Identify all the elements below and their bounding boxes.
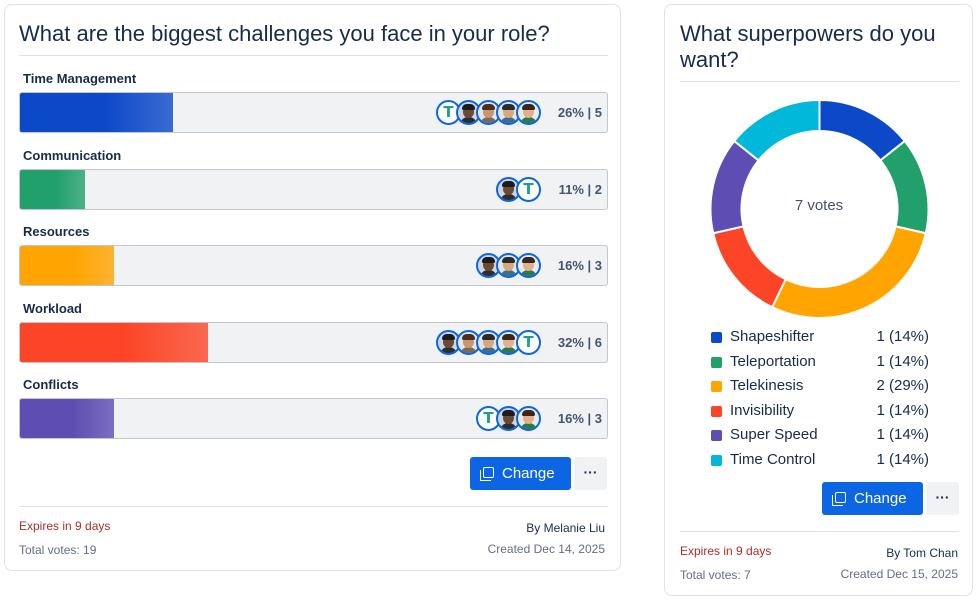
donut-slice-telekinesis[interactable] — [770, 225, 927, 319]
legend-label: Teleportation — [730, 352, 816, 370]
footer-divider — [19, 506, 608, 507]
author-text: By Tom Chan — [886, 546, 958, 560]
avatar[interactable] — [516, 253, 541, 278]
more-options-button[interactable]: ··· — [574, 457, 607, 490]
donut-center-label: 7 votes — [794, 197, 844, 214]
legend-value: 1 (14%) — [876, 450, 929, 468]
legend-item: Telekinesis 2 (29%) — [711, 376, 929, 401]
title-divider — [19, 55, 608, 56]
donut-slice-invisibility[interactable] — [712, 225, 787, 309]
donut-chart — [709, 98, 930, 319]
legend-label: Telekinesis — [730, 377, 804, 394]
voter-avatars[interactable]: T — [496, 176, 541, 202]
option-label: Conflicts — [23, 377, 79, 392]
team-logo-avatar[interactable]: T — [476, 406, 501, 431]
legend-label: Super Speed — [730, 426, 818, 443]
legend-swatch — [711, 430, 722, 441]
option-stat: 32% | 6 — [557, 334, 602, 350]
legend-value: 1 (14%) — [876, 401, 929, 419]
team-logo-avatar[interactable]: T — [516, 329, 541, 355]
donut-slice-time-control[interactable] — [732, 98, 821, 162]
legend-item: Super Speed 1 (14%) — [711, 425, 929, 450]
option-stat: 16% | 3 — [557, 258, 602, 273]
chart-legend: Shapeshifter 1 (14%) Teleportation 1 (14%) T… — [711, 327, 929, 474]
created-date-text: Created Dec 14, 2025 — [487, 542, 605, 556]
poll-question-title: What are the biggest challenges you face… — [19, 21, 550, 46]
option-label: Communication — [23, 147, 122, 163]
legend-value: 1 (14%) — [876, 352, 929, 370]
option-bar-fill — [20, 169, 85, 209]
change-vote-button[interactable]: Change — [470, 457, 571, 490]
avatar[interactable] — [456, 329, 481, 355]
legend-label: Time Control — [730, 450, 816, 468]
footer-divider — [680, 531, 959, 532]
option-bar-fill — [20, 322, 209, 362]
legend-item: Shapeshifter 1 (14%) — [711, 327, 929, 352]
legend-swatch — [711, 454, 722, 466]
option-bar-fill — [20, 399, 115, 438]
change-vote-button[interactable]: Change — [822, 482, 923, 515]
legend-item: Teleportation 1 (14%) — [711, 352, 929, 377]
donut-slice-teleportation[interactable] — [879, 139, 930, 235]
copy-icon — [832, 491, 846, 506]
option-label: Time Management — [23, 71, 137, 86]
change-button-label: Change — [854, 490, 907, 507]
legend-label: Shapeshifter — [730, 328, 815, 345]
voter-avatars[interactable] — [476, 253, 541, 278]
avatar[interactable] — [496, 253, 521, 278]
option-bar[interactable]: T 26% | 5 — [19, 92, 608, 133]
option-stat: 11% | 2 — [558, 181, 602, 197]
option-bar-fill — [20, 93, 174, 132]
poll-card-superpowers: What superpowers do you want? 7 votes Sh… — [664, 4, 973, 596]
total-votes-text: Total votes: 7 — [680, 568, 751, 582]
legend-swatch — [711, 332, 722, 343]
voter-avatars[interactable]: T — [436, 100, 541, 125]
option-bar[interactable]: T 11% | 2 — [19, 168, 608, 210]
option-stat: 16% | 3 — [557, 411, 602, 426]
legend-value: 2 (29%) — [876, 377, 929, 394]
avatar[interactable] — [516, 406, 541, 431]
team-logo-avatar[interactable]: T — [516, 176, 541, 202]
expiry-text: Expires in 9 days — [680, 544, 772, 558]
voter-avatars[interactable]: T — [476, 406, 541, 431]
legend-value: 1 (14%) — [876, 426, 929, 443]
poll-card-challenges: What are the biggest challenges you face… — [4, 4, 621, 571]
legend-value: 1 (14%) — [876, 328, 929, 345]
copy-icon — [480, 466, 494, 481]
option-label: Workload — [23, 300, 82, 316]
more-options-button[interactable]: ··· — [926, 482, 959, 515]
title-divider — [680, 81, 959, 82]
legend-swatch — [711, 356, 722, 368]
total-votes-text: Total votes: 19 — [19, 543, 97, 557]
option-bar[interactable]: T 32% | 6 — [19, 321, 608, 363]
legend-item: Invisibility 1 (14%) — [711, 401, 929, 426]
option-stat: 26% | 5 — [557, 105, 602, 120]
legend-item: Time Control 1 (14%) — [711, 450, 929, 475]
author-text: By Melanie Liu — [526, 521, 605, 535]
option-bar[interactable]: 16% | 3 — [19, 245, 608, 286]
created-date-text: Created Dec 15, 2025 — [840, 567, 958, 581]
expiry-text: Expires in 9 days — [19, 519, 111, 533]
legend-swatch — [711, 405, 722, 417]
avatar[interactable] — [516, 100, 541, 125]
option-label: Resources — [23, 224, 90, 239]
voter-avatars[interactable]: T — [436, 329, 541, 355]
option-bar[interactable]: T 16% | 3 — [19, 398, 608, 439]
poll-question-title: What superpowers do you want? — [680, 21, 936, 72]
option-bar-fill — [20, 246, 115, 285]
legend-swatch — [711, 381, 722, 392]
legend-label: Invisibility — [730, 401, 795, 419]
change-button-label: Change — [502, 465, 555, 482]
